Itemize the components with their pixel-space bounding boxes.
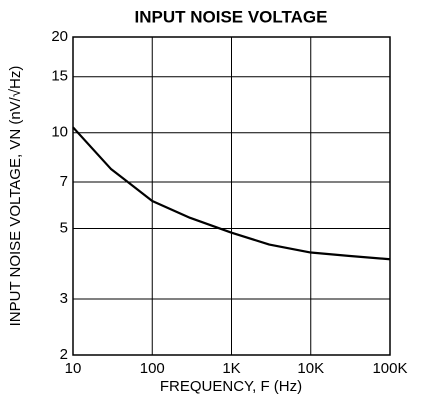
x-tick-label: 100 [140,360,165,377]
y-axis-label: INPUT NOISE VOLTAGE, VN (nV/√Hz) [7,66,24,327]
y-tick-label: 5 [60,219,68,236]
y-tick-label: 20 [51,28,68,45]
chart-title: INPUT NOISE VOLTAGE [135,7,328,26]
y-tick-label: 15 [51,68,68,85]
x-tick-label: 100K [372,360,407,377]
x-tick-label: 1K [222,360,240,377]
x-tick-label: 10K [297,360,324,377]
y-tick-label: 10 [51,124,68,141]
y-tick-label: 7 [60,173,68,190]
x-axis-label: FREQUENCY, F (Hz) [160,378,302,395]
y-tick-label: 3 [60,290,68,307]
data-line [72,126,391,261]
x-tick-label: 10 [65,360,82,377]
y-tick-label: 2 [60,346,68,363]
